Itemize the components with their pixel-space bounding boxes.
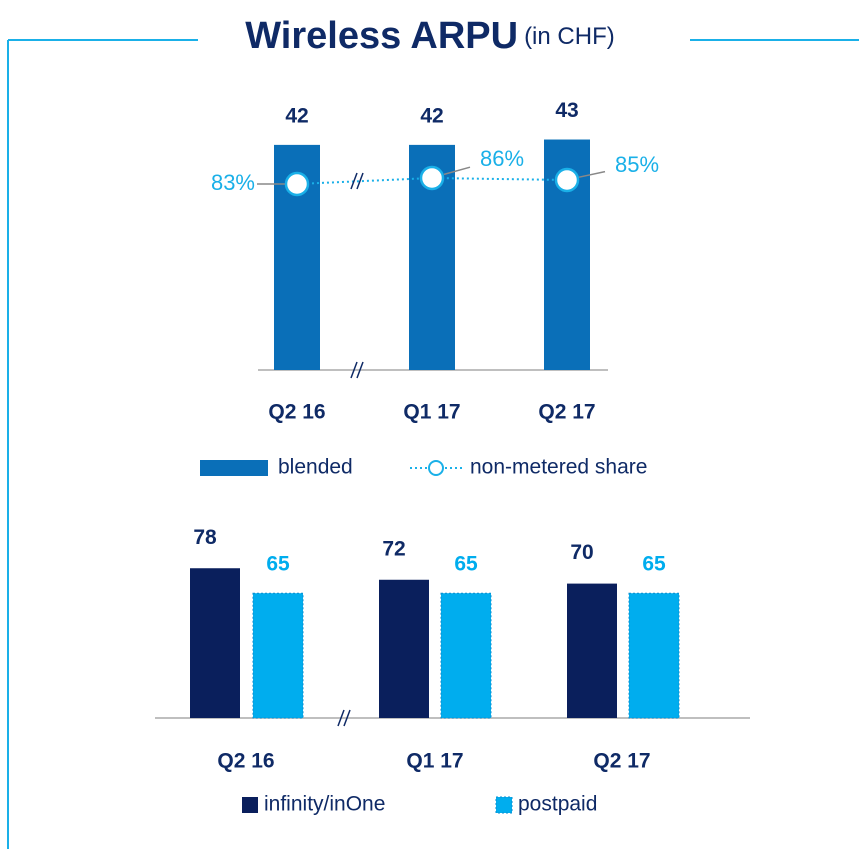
- data-label: 65: [642, 553, 666, 576]
- legend-label: blended: [278, 456, 353, 479]
- bar: [252, 592, 304, 719]
- data-label: 72: [382, 537, 405, 560]
- data-label: 43: [555, 99, 578, 122]
- title: Wireless ARPU: [245, 15, 518, 57]
- data-label: 78: [193, 526, 217, 549]
- legend-swatch: [495, 796, 513, 814]
- bar: [567, 583, 617, 718]
- legend-label: postpaid: [518, 793, 597, 816]
- data-label: 65: [454, 553, 478, 576]
- legend-label: infinity/inOne: [264, 793, 385, 816]
- title-group: Wireless ARPU (in CHF): [245, 15, 614, 57]
- axis-break: [337, 709, 351, 727]
- x-tick-label: Q2 16: [217, 750, 274, 773]
- bar: [190, 568, 240, 718]
- legend-swatch: [200, 460, 268, 476]
- data-label: 42: [420, 104, 443, 127]
- bar: [628, 592, 680, 719]
- x-tick-label: Q2 17: [593, 750, 650, 773]
- legend-swatch: [242, 797, 258, 813]
- subtitle: (in CHF): [524, 23, 615, 50]
- x-tick-label: Q2 17: [538, 401, 595, 424]
- bar: [379, 579, 429, 718]
- point: [284, 171, 310, 197]
- data-label: 70: [570, 541, 593, 564]
- legend-swatch: [428, 460, 444, 476]
- data-label: 65: [266, 553, 290, 576]
- point: [554, 167, 580, 193]
- point: [419, 165, 445, 191]
- data-label: 85%: [615, 152, 659, 177]
- leader-line: [443, 166, 471, 176]
- legend-label: non-metered share: [470, 456, 647, 479]
- x-tick-label: Q1 17: [406, 750, 463, 773]
- axis-break: [350, 172, 364, 190]
- data-label: 86%: [480, 146, 524, 171]
- leader-line: [578, 170, 606, 178]
- bar: [440, 592, 492, 719]
- data-label: 42: [285, 104, 308, 127]
- x-tick-label: Q2 16: [268, 401, 325, 424]
- axis-break: [350, 361, 364, 379]
- data-label: 83%: [211, 170, 255, 195]
- x-tick-label: Q1 17: [403, 401, 460, 424]
